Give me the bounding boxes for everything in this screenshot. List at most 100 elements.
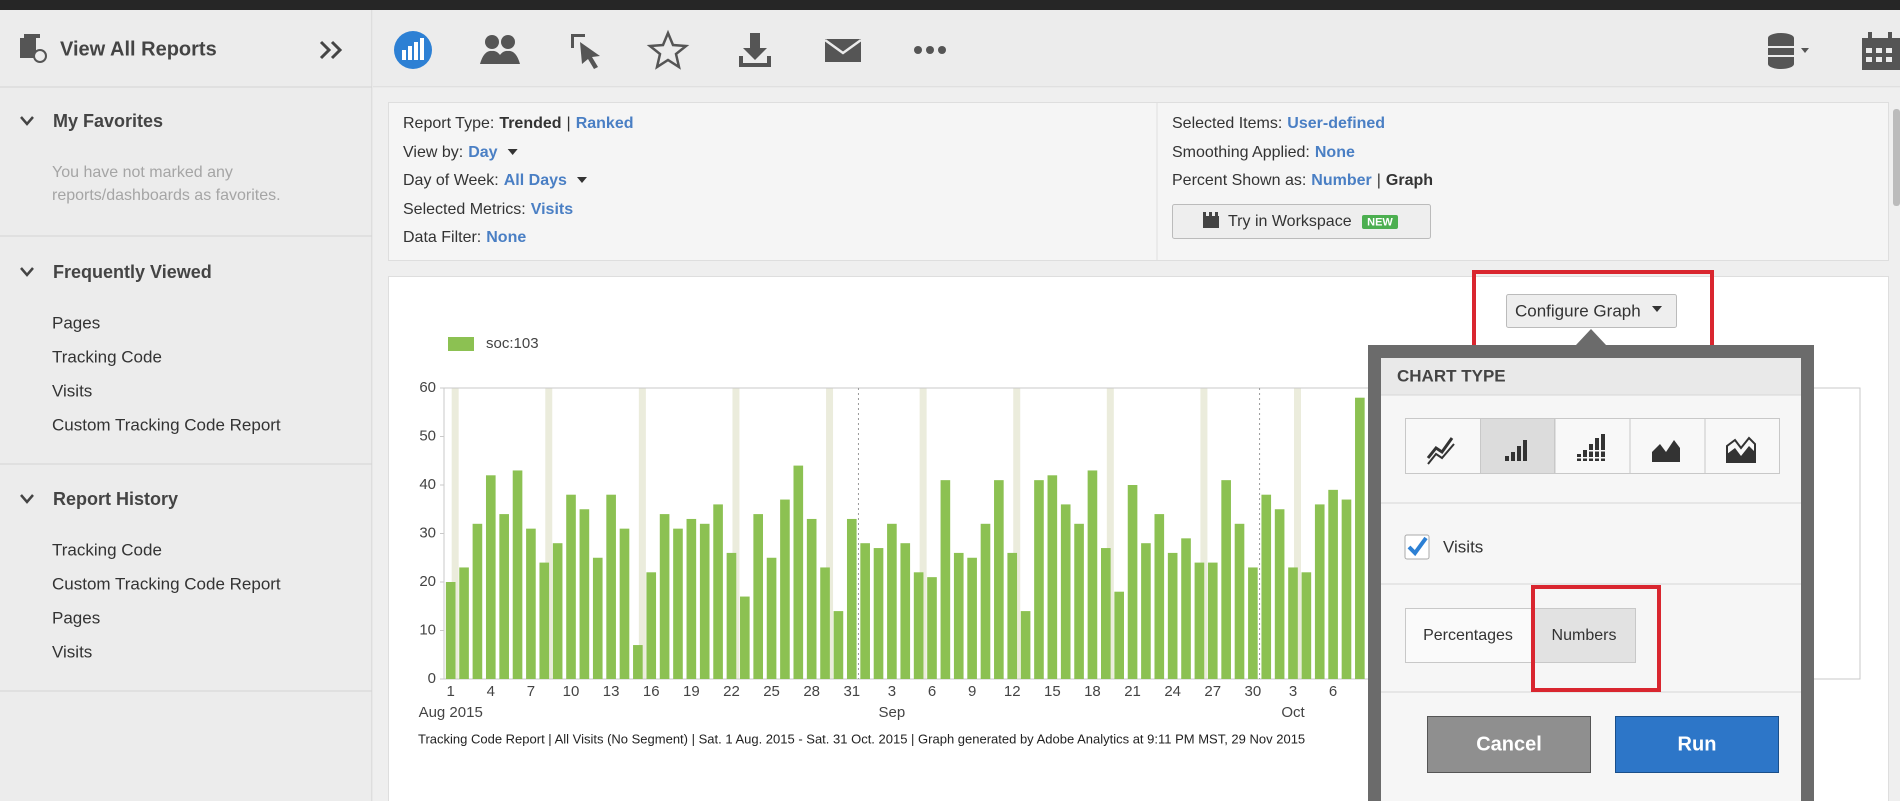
numbers-label[interactable]: Numbers xyxy=(1552,627,1617,644)
chevron-icon[interactable] xyxy=(20,267,34,277)
weekend-stripe xyxy=(826,388,834,679)
chevron-icon[interactable] xyxy=(20,494,34,504)
percentages-button[interactable]: Percentages xyxy=(1405,608,1532,663)
info-label: Selected Metrics: xyxy=(403,201,526,218)
collapse-icon[interactable] xyxy=(319,40,332,60)
workspace-button[interactable]: Try in Workspace NEW xyxy=(1172,204,1431,239)
bar xyxy=(459,567,469,679)
section-title[interactable]: Frequently Viewed xyxy=(53,262,212,282)
info-link[interactable]: User-defined xyxy=(1287,115,1385,132)
sidebar-title[interactable]: View All Reports xyxy=(60,38,217,60)
section-item[interactable]: Visits xyxy=(52,642,92,661)
bar xyxy=(726,552,737,679)
metric-label[interactable]: Visits xyxy=(1443,537,1483,556)
sidebar xyxy=(0,10,372,801)
x-group-label: Aug 2015 xyxy=(419,704,483,721)
info-link[interactable]: Day xyxy=(468,144,497,161)
bar xyxy=(927,577,937,679)
segments-tool[interactable] xyxy=(480,35,520,64)
bar xyxy=(1114,591,1124,679)
section-item[interactable]: Custom Tracking Code Report xyxy=(52,574,281,593)
email-tool[interactable] xyxy=(824,38,862,62)
bar xyxy=(1328,489,1338,679)
report-info-panel xyxy=(388,102,1889,261)
x-tick-label: 22 xyxy=(723,683,740,700)
section-item[interactable]: Pages xyxy=(52,313,100,332)
section-item[interactable]: Visits xyxy=(52,381,92,400)
info-label: Smoothing Applied: xyxy=(1172,144,1310,161)
section-item[interactable]: Tracking Code xyxy=(52,540,162,559)
y-tick-label: 40 xyxy=(419,476,436,493)
info-link[interactable]: Ranked xyxy=(576,115,634,132)
percentages-label[interactable]: Percentages xyxy=(1423,627,1513,644)
weekend-stripe xyxy=(1013,388,1021,679)
bar xyxy=(499,514,509,679)
x-tick-label: 15 xyxy=(1044,683,1061,700)
bar xyxy=(753,514,764,679)
bar xyxy=(1141,543,1151,679)
cancel-button[interactable]: Cancel xyxy=(1427,716,1591,773)
bar xyxy=(887,523,897,679)
download-tool[interactable] xyxy=(739,33,771,67)
section-title[interactable]: My Favorites xyxy=(53,111,163,131)
info-label: Selected Items: xyxy=(1172,115,1282,132)
section-item[interactable]: Tracking Code xyxy=(52,347,162,366)
bar xyxy=(1181,538,1191,679)
bar xyxy=(1314,504,1325,679)
info-link[interactable]: None xyxy=(486,229,526,246)
bar xyxy=(846,518,857,679)
bar xyxy=(1060,504,1071,679)
calendar-tool[interactable] xyxy=(1862,32,1900,70)
info-link[interactable]: None xyxy=(1315,144,1355,161)
x-tick-label: 28 xyxy=(803,683,820,700)
run-label[interactable]: Run xyxy=(1678,733,1717,755)
chevron-icon[interactable] xyxy=(20,116,34,126)
configure-graph-label[interactable]: Configure Graph xyxy=(1515,301,1641,320)
chart-type-buttons[interactable] xyxy=(1405,418,1780,474)
info-link[interactable]: Visits xyxy=(531,201,574,218)
bar xyxy=(1007,552,1018,679)
bar xyxy=(1101,548,1111,679)
pointer-tool[interactable] xyxy=(571,34,600,69)
cancel-label[interactable]: Cancel xyxy=(1476,733,1542,755)
bar xyxy=(633,645,643,679)
more-tool[interactable] xyxy=(914,46,946,54)
scrollbar-thumb[interactable] xyxy=(1893,109,1900,206)
weekend-stripe xyxy=(1293,388,1301,679)
bookmark-tool[interactable] xyxy=(646,29,690,70)
section-item[interactable]: Pages xyxy=(52,608,100,627)
workspace-button-label[interactable]: Try in Workspace xyxy=(1228,213,1352,230)
info-link[interactable]: Number xyxy=(1311,172,1371,189)
x-tick-label: 19 xyxy=(683,683,700,700)
weekend-stripe xyxy=(1106,388,1114,679)
info-label: Report Type: xyxy=(403,115,494,132)
bar xyxy=(445,582,456,679)
y-tick-label: 30 xyxy=(419,524,436,541)
weekend-stripe xyxy=(732,388,740,679)
x-tick-label: 10 xyxy=(563,683,580,700)
section-title[interactable]: Report History xyxy=(53,489,178,509)
numbers-button[interactable]: Numbers xyxy=(1531,608,1636,663)
run-button[interactable]: Run xyxy=(1615,716,1779,773)
dropdown-caret[interactable] xyxy=(576,177,587,183)
bar xyxy=(1167,552,1178,679)
weekend-stripe xyxy=(919,388,927,679)
collapse-icon[interactable] xyxy=(330,40,343,60)
x-tick-label: 13 xyxy=(603,683,620,700)
x-tick-label: 1 xyxy=(447,683,455,700)
section-item[interactable]: Custom Tracking Code Report xyxy=(52,415,281,434)
visits-checkbox[interactable] xyxy=(1404,534,1430,560)
info-link[interactable]: All Days xyxy=(504,172,567,189)
bar xyxy=(766,557,777,679)
x-tick-label: 9 xyxy=(968,683,976,700)
bar xyxy=(1154,514,1165,679)
x-tick-label: 4 xyxy=(487,683,495,700)
configure-graph-button[interactable]: Configure Graph xyxy=(1506,294,1677,328)
bar xyxy=(592,557,603,679)
bar xyxy=(659,514,670,679)
data-source-tool[interactable] xyxy=(1768,33,1809,69)
reports-tool[interactable] xyxy=(394,31,432,69)
bar xyxy=(1221,480,1231,679)
bar xyxy=(1127,485,1138,679)
dropdown-caret[interactable] xyxy=(507,149,518,155)
